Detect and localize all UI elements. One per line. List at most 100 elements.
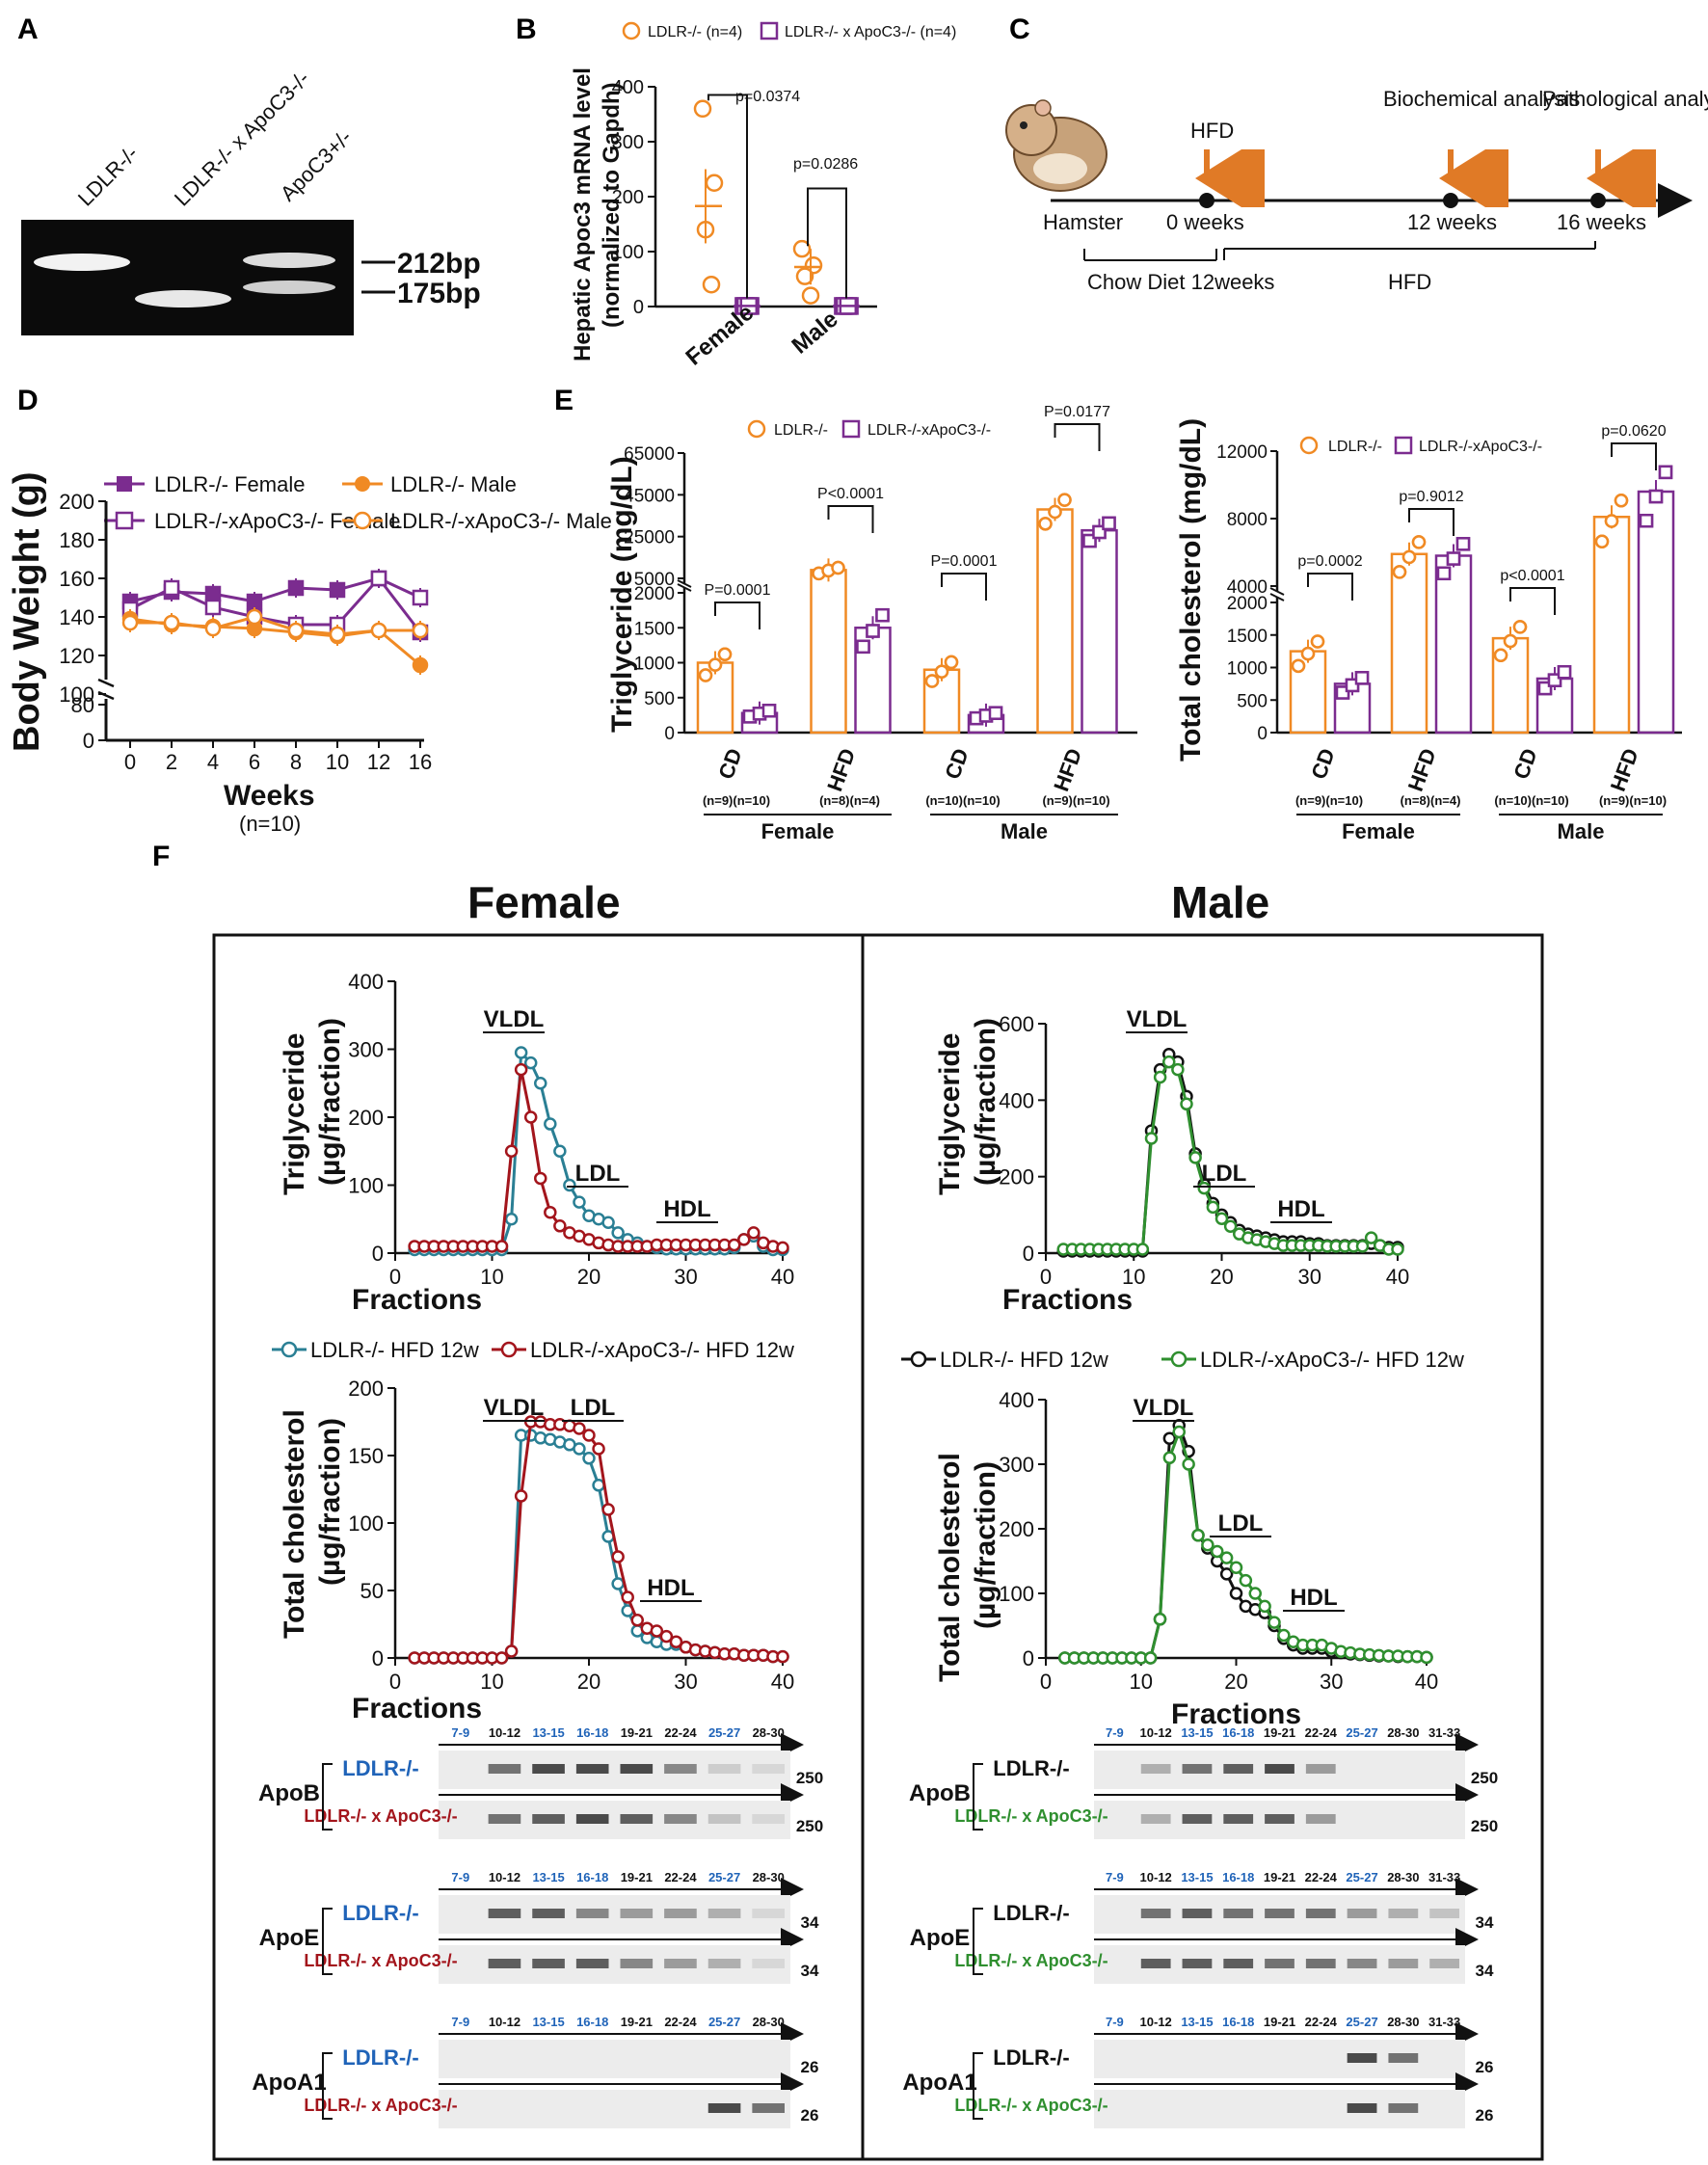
e-tg-axis-break	[677, 583, 692, 592]
blot-band	[752, 1814, 785, 1824]
f-ftg-point	[534, 1171, 547, 1186]
f-mtc-point	[1277, 1628, 1291, 1643]
blot-fraction-label: 10-12	[1140, 2015, 1172, 2029]
blot-fraction-label: 16-18	[1222, 1870, 1254, 1884]
f-mtc-point	[1239, 1573, 1253, 1588]
f-ftg-y-tick-label: 200	[348, 1106, 384, 1130]
f-mtg-x-tick-label: 40	[1386, 1265, 1409, 1289]
chart-f-female-tc: 0 50 100 150 200 0 10 20 30 40 VLDL LDL HDL	[348, 1377, 794, 1694]
d-x-tick-label: 4	[207, 750, 219, 774]
f-mtg-x-tick-label: 20	[1210, 1265, 1233, 1289]
blot-band	[664, 1764, 697, 1774]
c-phase-chow: Chow Diet 12weeks	[1087, 270, 1274, 294]
f-mtg-y-tick-label: 200	[999, 1165, 1034, 1189]
e-tc-point	[1411, 535, 1427, 549]
e-tc-pvalue: p<0.0001	[1500, 568, 1564, 584]
f-mtg-y-tick-label: 400	[999, 1088, 1034, 1112]
chart-e-tc: 4000 8000 12000 0 500 1000 1500 2000 p=0.0002 CD (…	[1216, 423, 1682, 843]
e-tg-legend-2: LDLR-/-xApoC3-/-	[867, 422, 991, 439]
blot-band	[1140, 1764, 1171, 1774]
b-point	[702, 275, 721, 294]
f-mtg-point	[1144, 1132, 1159, 1145]
c-event-biochemical: Biochemical analysis	[1383, 87, 1580, 111]
blot-band	[1347, 1909, 1377, 1918]
f-mtc-peak-label: LDL	[1218, 1510, 1264, 1537]
blot-protein-label: ApoB	[258, 1780, 320, 1806]
e-tg-pvalue: P=0.0177	[1044, 404, 1110, 420]
f-mtc-y-tick-label: 100	[999, 1582, 1034, 1606]
f-ftc-point	[582, 1429, 596, 1442]
blot-band	[707, 2103, 741, 2113]
d-point	[329, 581, 346, 599]
blot-fraction-label: 25-27	[708, 1870, 740, 1884]
blot-band	[1388, 1959, 1419, 1968]
f-mtg-point	[1355, 1240, 1370, 1253]
f-ftg-peak-label: HDL	[663, 1196, 710, 1222]
f-ftc-y-tick-label: 0	[372, 1646, 384, 1671]
blot-size-label: 34	[801, 1962, 819, 1980]
f-ftg-point	[737, 1233, 751, 1246]
f-ftc-x-tick-label: 10	[480, 1670, 503, 1694]
f-mtg-point	[1162, 1055, 1176, 1069]
blot-band	[1347, 2103, 1377, 2113]
e-tg-sex-label: Male	[1001, 819, 1048, 843]
f-ftc-peak-label: LDL	[571, 1395, 616, 1421]
e-tc-point	[1493, 648, 1508, 662]
blot-fraction-label: 7-9	[451, 1725, 469, 1740]
e-tg-y-tick-label: 2000	[634, 584, 675, 604]
blot-band	[664, 1909, 697, 1918]
f-mtc-point	[1219, 1551, 1234, 1564]
f-mtg-peak-label: VLDL	[1127, 1006, 1188, 1032]
blot-band	[1429, 1909, 1459, 1918]
f-ftc-y-tick-label: 50	[360, 1579, 384, 1603]
e-tc-group-label: HFD	[1403, 745, 1441, 794]
blot-band	[1140, 1909, 1171, 1918]
d-legend-2: LDLR-/- Male	[390, 472, 517, 496]
f-male-title: Male	[1171, 877, 1269, 927]
blot-band	[1305, 1959, 1336, 1968]
e-tc-point	[1392, 565, 1407, 579]
e-tc-legend-2: LDLR-/-xApoC3-/-	[1419, 439, 1542, 455]
blot-fraction-label: 31-33	[1428, 2015, 1460, 2029]
f-mtc-x-tick-label: 40	[1415, 1670, 1438, 1694]
e-tc-group-label: CD	[1306, 745, 1339, 782]
f-mtc-series-line	[1064, 1427, 1428, 1660]
e-tg-point	[831, 560, 845, 575]
blot-fraction-label: 10-12	[1140, 1725, 1172, 1740]
e-tc-y-tick-label: 8000	[1227, 510, 1268, 530]
blot-band	[1347, 1959, 1377, 1968]
f-mtg-point	[1223, 1219, 1238, 1233]
blot-fraction-label: 7-9	[1106, 1725, 1124, 1740]
e-tg-n-label: (n=10)(n=10)	[925, 793, 1000, 808]
blot-band	[707, 1814, 741, 1824]
blot-band	[752, 2103, 785, 2113]
blot-band	[1140, 1814, 1171, 1824]
f-ftc-y-tick-label: 200	[348, 1377, 384, 1401]
f-mtc-point	[1153, 1613, 1167, 1626]
blot-brace	[973, 1763, 983, 1831]
blot-genotype-a: LDLR-/-	[342, 2045, 418, 2070]
blot-genotype-a: LDLR-/-	[993, 1756, 1069, 1780]
blot-band	[1182, 1814, 1213, 1824]
f-ftg-point	[747, 1226, 761, 1240]
blot-band	[1182, 1764, 1213, 1774]
blot-fraction-label: 13-15	[532, 1725, 564, 1740]
f-mtc-x-tick-label: 10	[1130, 1670, 1153, 1694]
e-tc-point	[1446, 551, 1461, 566]
d-legend-1: LDLR-/- Female	[154, 472, 305, 496]
c-phase-hfd: HFD	[1388, 270, 1431, 294]
blot-fraction-label: 22-24	[1305, 2015, 1338, 2029]
blot-band	[752, 1764, 785, 1774]
e-tc-legend-1: LDLR-/-	[1328, 439, 1382, 455]
f-ftc-point	[592, 1479, 605, 1492]
b-point	[693, 99, 712, 119]
e-tg-group-label: CD	[940, 745, 973, 782]
e-tg-point	[875, 607, 890, 623]
f-female-legend-2: LDLR-/-xApoC3-/- HFD 12w	[530, 1338, 794, 1362]
blot-genotype-b: LDLR-/- x ApoC3-/-	[954, 2096, 1108, 2115]
f-mtc-y-tick-label: 300	[999, 1453, 1034, 1477]
e-tg-point	[856, 639, 870, 655]
e-tc-point	[1648, 489, 1664, 504]
blot-band	[532, 1959, 565, 1968]
